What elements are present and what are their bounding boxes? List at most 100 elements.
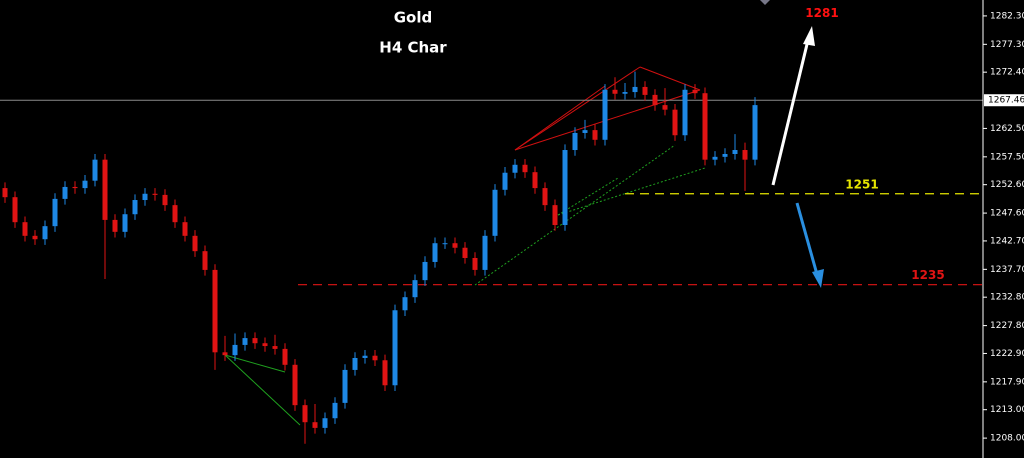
candle-body <box>72 186 78 189</box>
y-tick-label: 1272.40 <box>990 68 1024 78</box>
candles <box>2 71 758 444</box>
candle-body <box>532 172 538 189</box>
chart-subtitle: H4 Char <box>379 39 447 57</box>
trend-line <box>557 167 706 216</box>
current-price-label: 1267.46 <box>988 96 1024 106</box>
target-label: 1281 <box>805 6 838 20</box>
candle-body <box>652 94 658 106</box>
candle-body <box>292 364 298 406</box>
candle-body <box>382 360 388 386</box>
y-tick-label: 1257.50 <box>990 152 1024 162</box>
candle-body <box>212 269 218 353</box>
candle-body <box>472 257 478 270</box>
candle-body <box>352 357 358 370</box>
candle-body <box>112 219 118 232</box>
current-price-box <box>984 94 1024 107</box>
candle-body <box>662 105 668 110</box>
candle-body <box>62 186 68 199</box>
trend-line <box>224 354 301 426</box>
candle-body <box>702 93 708 160</box>
level-label: 1235 <box>911 268 944 282</box>
candle-body <box>162 194 168 206</box>
candle-body <box>602 89 608 140</box>
candle-body <box>202 251 208 270</box>
y-tick-label: 1262.50 <box>990 124 1024 134</box>
candle-body <box>722 153 728 157</box>
candle-body <box>522 164 528 173</box>
candle-body <box>332 402 338 419</box>
y-tick-label: 1282.30 <box>990 11 1024 21</box>
candle-body <box>452 243 458 248</box>
candle-body <box>132 200 138 215</box>
candle-body <box>592 130 598 140</box>
down-arrow <box>795 202 820 279</box>
candle-body <box>442 243 448 245</box>
candle-body <box>232 344 238 356</box>
candle-body <box>52 198 58 227</box>
candle-body <box>372 355 378 361</box>
candle-body <box>552 205 558 226</box>
y-tick-label: 1252.60 <box>990 180 1024 190</box>
trend-line <box>514 66 641 151</box>
candle-body <box>12 197 18 223</box>
y-tick-label: 1247.60 <box>990 209 1024 219</box>
candle-body <box>392 310 398 386</box>
candle-body <box>272 346 278 349</box>
candle-body <box>32 235 38 240</box>
levels: 1251 1235 1281 <box>0 6 983 286</box>
candle-body <box>282 348 288 365</box>
chart-title: Gold <box>394 9 433 27</box>
candle-body <box>462 247 468 258</box>
candle-body <box>242 338 248 345</box>
candle-body <box>82 180 88 189</box>
candle-body <box>572 132 578 151</box>
candle-body <box>362 355 368 358</box>
candle-body <box>742 150 748 160</box>
candle-body <box>322 418 328 428</box>
candle-body <box>262 343 268 347</box>
candle-body <box>2 188 8 198</box>
candle-body <box>492 189 498 236</box>
y-tick-label: 1227.80 <box>990 321 1024 331</box>
candle-body <box>712 156 718 160</box>
candle-body <box>642 86 648 95</box>
candle-body <box>302 405 308 423</box>
candle-body <box>142 193 148 201</box>
y-tick-label: 1232.80 <box>990 293 1024 303</box>
up-arrow-head <box>803 26 815 46</box>
candle-body <box>542 188 548 206</box>
candle-body <box>432 243 438 262</box>
candle-body <box>152 193 158 195</box>
candle-body <box>682 89 688 136</box>
trend-line <box>474 144 676 286</box>
candle-body <box>562 150 568 226</box>
candle-body <box>42 226 48 240</box>
candle-body <box>252 338 258 344</box>
y-tick-label: 1217.90 <box>990 377 1024 387</box>
down-arrow-head <box>812 269 824 288</box>
y-tick-label: 1222.90 <box>990 349 1024 359</box>
candle-body <box>412 280 418 298</box>
price-axis-labels: 1282.30 1277.30 1272.40 1262.50 1257.50 1252.… <box>983 11 1024 444</box>
candle-body <box>102 159 108 220</box>
candle-body <box>582 130 588 133</box>
y-tick-label: 1277.30 <box>990 40 1024 50</box>
candle-body <box>182 222 188 236</box>
trend-line <box>639 66 701 91</box>
candle-body <box>22 222 28 236</box>
arrows <box>760 0 824 288</box>
candle-body <box>172 205 178 223</box>
candle-body <box>672 109 678 136</box>
candle-body <box>342 369 348 403</box>
y-tick-label: 1213.00 <box>990 405 1024 415</box>
candle-body <box>192 235 198 252</box>
trend-line <box>514 85 606 151</box>
candle-body <box>512 164 518 173</box>
candle-body <box>622 92 628 94</box>
candle-body <box>502 172 508 190</box>
candle-body <box>92 159 98 181</box>
candle-body <box>402 297 408 311</box>
